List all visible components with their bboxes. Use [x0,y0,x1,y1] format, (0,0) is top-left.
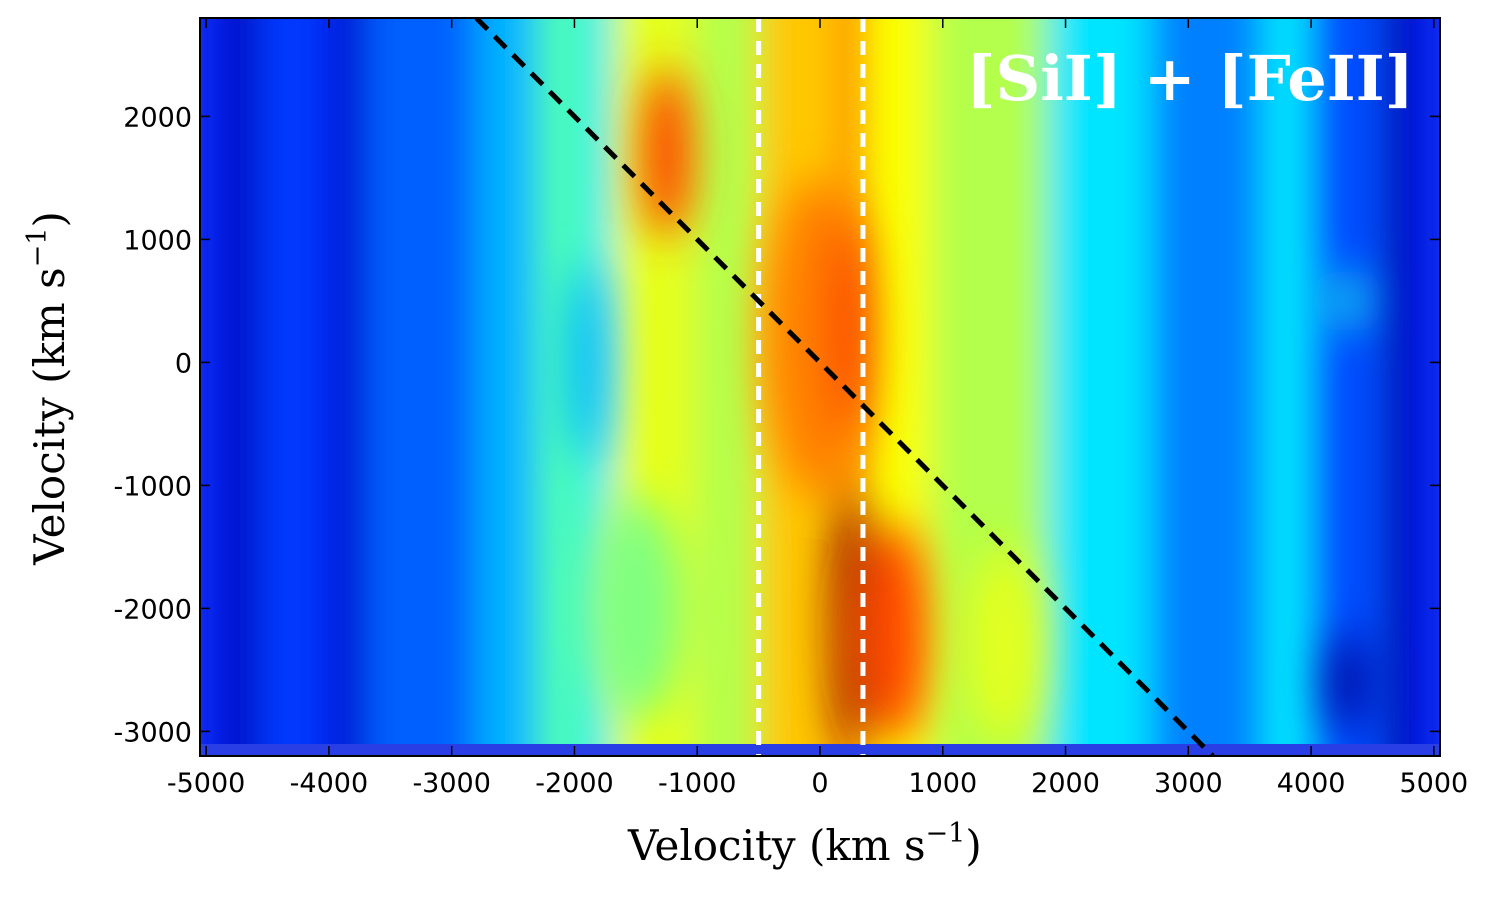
heatmap-blob-7 [568,264,606,461]
y-axis-title-text: Velocity (km s [25,267,74,566]
svg-text:Velocity (km s−1): Velocity (km s−1) [627,818,982,870]
y-tick-label-0: -3000 [114,717,192,748]
x-tick-label-9: 4000 [1277,768,1346,799]
diagonal-reference-line [474,18,1215,756]
x-tick-label-7: 2000 [1031,768,1100,799]
y-tick-label-2: -1000 [114,471,192,502]
panel-label: [SiI] + [FeII] [966,42,1414,115]
heatmap-blobs [568,67,1367,756]
heatmap-column-0 [200,18,225,756]
y-axis-title-exponent: −1 [22,228,53,268]
heatmap-columns [200,18,1440,756]
heatmap-blob-5 [967,546,1041,744]
heatmap-blob-9 [1333,270,1363,332]
heatmap-blob-8 [1329,633,1367,732]
heatmap-column-15 [1151,18,1262,756]
x-axis-title-text: Velocity (km s [627,821,926,870]
heatmap-column-16 [1261,18,1312,756]
heatmap-column-18 [1384,18,1416,756]
heatmap-column-3 [328,18,366,756]
heatmap-column-2 [255,18,329,756]
x-axis: -5000 -4000 -3000 -2000 -1000 0 1000 2000 3000 40… [167,18,1468,799]
heatmap-blob-3 [833,485,868,756]
y-axis-title-close: ) [25,211,74,227]
x-tick-label-0: -5000 [167,768,245,799]
x-tick-label-6: 1000 [908,768,977,799]
heatmap-blob-4 [856,522,931,744]
y-axis: -3000 -2000 -1000 0 1000 2000 [114,102,1440,748]
heatmap-blob-6 [586,497,685,720]
diagonal-line [474,18,1215,756]
y-tick-label-5: 2000 [123,102,192,133]
x-tick-label-8: 3000 [1154,768,1223,799]
heatmap-blob-2 [833,214,863,437]
x-tick-label-5: 0 [811,768,828,799]
heatmap-column-14 [1047,18,1152,756]
heatmap-column-9 [697,18,759,756]
y-tick-label-3: 0 [175,348,192,379]
heatmap-column-4 [365,18,477,756]
vertical-reference-lines [756,18,866,756]
x-tick-label-4: -1000 [658,768,736,799]
svg-text:Velocity (km s−1): Velocity (km s−1) [22,211,74,566]
x-axis-title-close: ) [965,821,981,870]
heatmap-column-1 [224,18,256,756]
plot-area [200,18,1440,756]
heatmap-column-5 [476,18,538,756]
x-tick-label-2: -3000 [412,768,490,799]
y-tick-label-4: 1000 [123,225,192,256]
heatmap-column-17 [1311,18,1385,756]
x-tick-label-10: 5000 [1400,768,1469,799]
x-tick-label-1: -4000 [290,768,368,799]
heatmap-blob-0 [641,67,692,240]
x-axis-title: Velocity (km s−1) [627,818,982,870]
y-tick-label-1: -2000 [114,594,192,625]
x-tick-label-3: -2000 [535,768,613,799]
y-axis-title: Velocity (km s−1) [22,211,74,566]
x-axis-title-exponent: −1 [926,818,966,849]
heatmap-column-19 [1415,18,1440,756]
